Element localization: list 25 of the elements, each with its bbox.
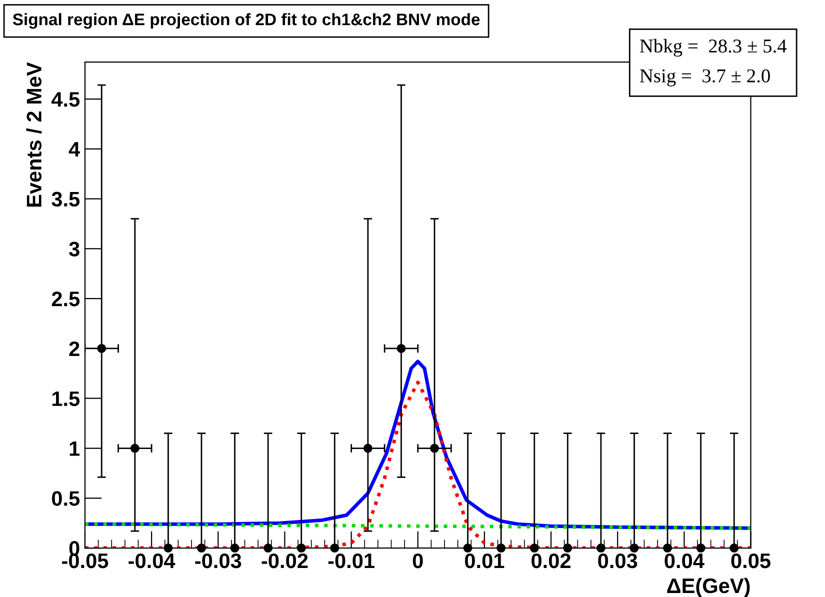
x-tick-label: 0.02 — [532, 553, 570, 568]
x-tick-label: 0 — [412, 553, 423, 568]
x-tick-label: -0.05 — [62, 553, 108, 568]
y-axis-title: Events / 2 MeV — [26, 62, 42, 207]
text: Nbkg = 28.3 ± 5.4 — [640, 38, 787, 57]
y-tick-label: 3 — [69, 242, 80, 256]
annotation: Nsig = 3.7 ± 2.0 — [640, 69, 770, 86]
y-tick-label: 4 — [68, 142, 80, 156]
y-tick-label: 0.5 — [52, 491, 80, 506]
x-tick-label: 0.03 — [598, 553, 638, 568]
y-tick-label: 2 — [69, 341, 80, 356]
x-tick-label: -0.02 — [262, 553, 308, 568]
x-tick-label: -0.03 — [195, 553, 242, 568]
x-tick-label: 0.05 — [731, 553, 770, 568]
y-tick-label: 1 — [70, 441, 80, 456]
x-tick-label: -0.01 — [328, 553, 374, 568]
x-tick-label: 0.04 — [664, 553, 704, 568]
y-tick-label: 4.5 — [51, 92, 80, 107]
x-axis-title: ΔE(GeV) — [667, 578, 750, 597]
chart-title: Signal region ΔE projection of 2D fit to ch1&ch2 BNV mode — [12, 13, 480, 29]
x-tick-label: -0.04 — [128, 553, 176, 568]
x-tick-label: 0.01 — [464, 553, 504, 568]
y-tick-label: 3.5 — [52, 192, 80, 207]
y-tick-label: 2.5 — [52, 292, 80, 306]
y-tick-label: 1.5 — [52, 392, 80, 406]
